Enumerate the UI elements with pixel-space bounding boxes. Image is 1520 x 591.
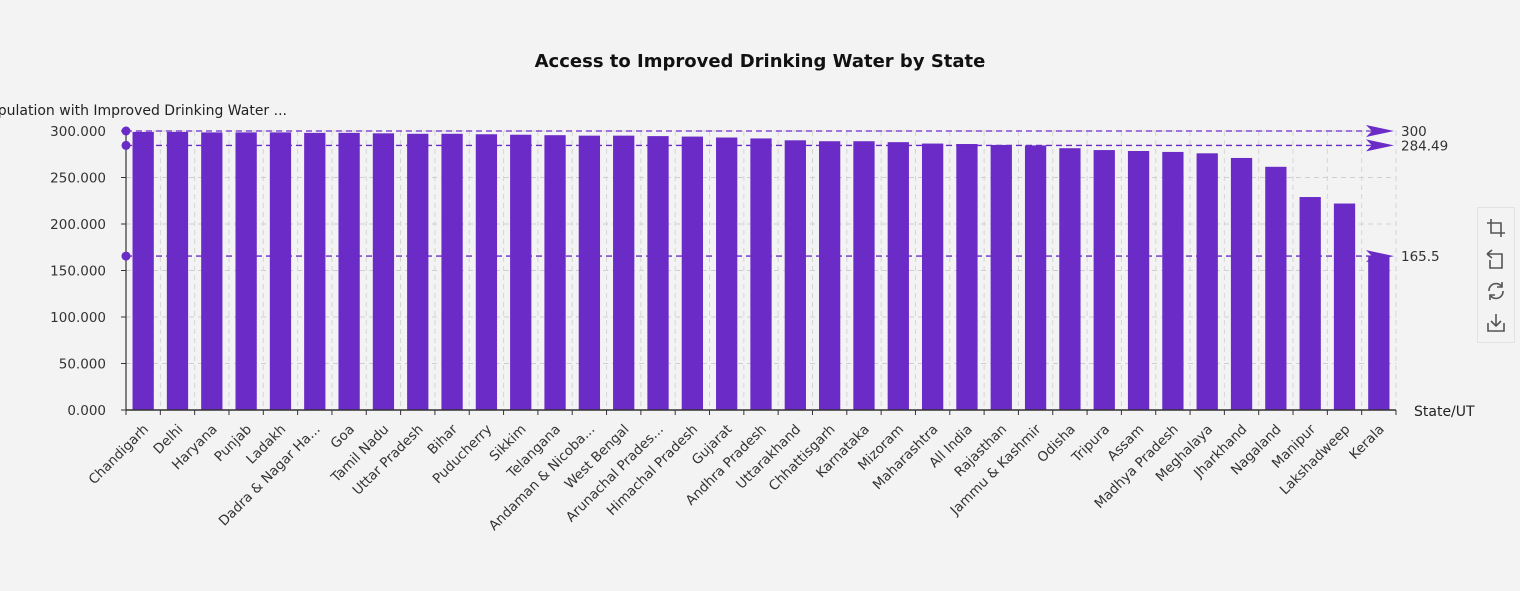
zoom-icon[interactable]	[1485, 217, 1507, 239]
bar[interactable]	[750, 138, 772, 410]
mark-line-start-dot	[121, 126, 131, 136]
download-icon[interactable]	[1485, 311, 1507, 333]
bar[interactable]	[681, 136, 703, 410]
bar[interactable]	[372, 133, 395, 410]
bar[interactable]	[990, 144, 1012, 410]
bar[interactable]	[407, 133, 429, 411]
y-tick-label: 0.000	[67, 403, 106, 419]
x-tick-label: Chandigarh	[86, 422, 152, 488]
y-axis-ticks: 0.000 50.000 100.000 150.000 200.000 250.000 3…	[50, 124, 126, 419]
bar[interactable]	[510, 134, 532, 410]
bar[interactable]	[1299, 197, 1321, 410]
bar[interactable]	[613, 135, 635, 410]
x-tick-label: Goa	[328, 422, 358, 452]
x-axis-title: State/UT	[1414, 404, 1475, 420]
zoom-reset-icon[interactable]	[1485, 248, 1507, 270]
bar[interactable]	[819, 141, 841, 411]
mark-line-start-dot	[121, 140, 131, 150]
x-tick-label: Tripura	[1068, 422, 1113, 467]
mark-line-arrow	[1366, 250, 1394, 263]
restore-icon[interactable]	[1485, 280, 1507, 302]
y-tick-label: 250.000	[50, 171, 106, 187]
bar[interactable]	[201, 132, 223, 410]
bar[interactable]	[1127, 150, 1150, 410]
bar[interactable]	[887, 142, 909, 410]
bar[interactable]	[1162, 151, 1184, 411]
bar[interactable]	[784, 140, 806, 411]
mark-line-label: 284.49	[1401, 138, 1448, 154]
chart-title: Access to Improved Drinking Water by Sta…	[535, 51, 986, 72]
bar[interactable]	[304, 132, 326, 411]
bar[interactable]	[132, 131, 154, 410]
bar[interactable]	[1196, 153, 1218, 410]
mark-line-start-dot	[121, 251, 131, 261]
bar[interactable]	[1024, 145, 1047, 411]
bar[interactable]	[921, 143, 944, 410]
bar[interactable]	[544, 135, 566, 410]
bar[interactable]	[1230, 157, 1253, 410]
bar[interactable]	[441, 133, 463, 411]
bar[interactable]	[269, 132, 292, 410]
bar[interactable]	[1333, 203, 1356, 410]
bar[interactable]	[853, 141, 875, 411]
x-tick-label: Odisha	[1034, 422, 1078, 466]
chart-toolbox	[1477, 207, 1515, 343]
mark-line-label: 300	[1401, 124, 1427, 140]
x-axis-ticks: ChandigarhDelhiHaryanaPunjabLadakhDadra …	[86, 410, 1397, 534]
y-axis-title: pulation with Improved Drinking Water ..…	[0, 103, 287, 119]
bar[interactable]	[475, 134, 498, 410]
bars	[132, 131, 1390, 411]
bar[interactable]	[716, 137, 738, 410]
bar[interactable]	[647, 136, 669, 411]
bar[interactable]	[1059, 148, 1081, 410]
bar[interactable]	[1093, 150, 1115, 410]
bar[interactable]	[1265, 166, 1287, 410]
grid-lines	[126, 130, 1397, 410]
bar[interactable]	[956, 144, 978, 410]
bar[interactable]	[1368, 256, 1390, 410]
x-tick-label: Kerala	[1346, 422, 1387, 463]
bar[interactable]	[166, 131, 189, 410]
bar[interactable]	[235, 132, 257, 410]
mark-line-arrow	[1366, 125, 1394, 137]
y-tick-label: 150.000	[50, 264, 106, 280]
bar[interactable]	[578, 135, 601, 410]
mark-line-label: 165.5	[1401, 249, 1440, 265]
y-tick-label: 50.000	[59, 357, 106, 373]
mark-line-arrow	[1366, 139, 1394, 152]
y-tick-label: 300.000	[50, 124, 106, 140]
y-tick-label: 100.000	[50, 310, 106, 326]
y-tick-label: 200.000	[50, 217, 106, 233]
bar[interactable]	[338, 132, 360, 411]
